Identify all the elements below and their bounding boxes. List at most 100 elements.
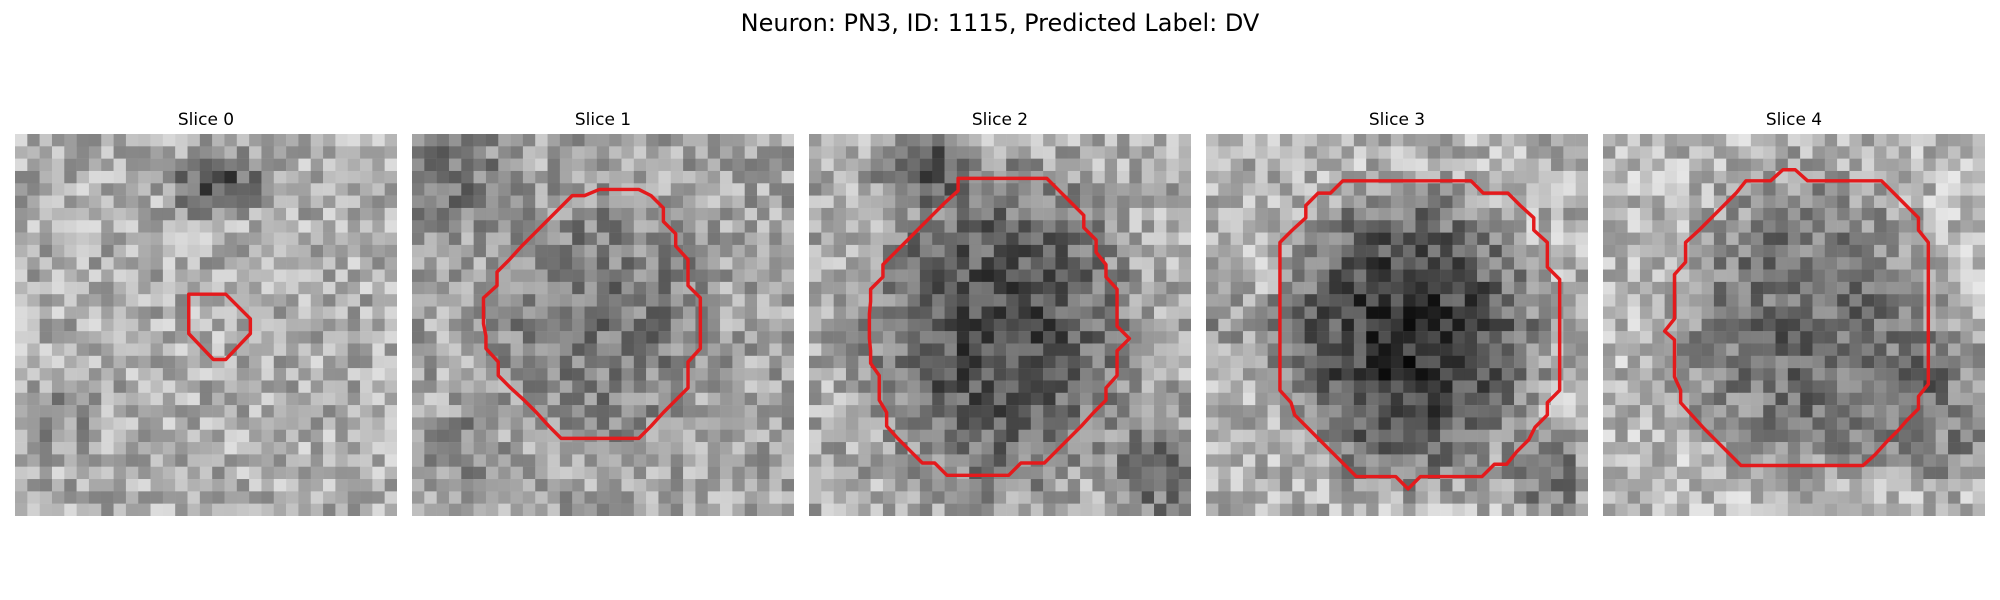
pixel	[707, 269, 721, 283]
pixel	[732, 454, 745, 467]
pixel	[1104, 355, 1118, 369]
pixel	[113, 269, 127, 283]
pixel	[1972, 491, 1985, 504]
cell-contour-0	[187, 292, 253, 362]
pixel	[212, 146, 225, 159]
pixel	[683, 170, 696, 184]
pixel	[732, 232, 745, 246]
pixel	[1452, 207, 1466, 221]
pixel	[1067, 343, 1081, 357]
pixel	[347, 207, 361, 221]
pixel	[572, 294, 585, 307]
pixel	[498, 183, 511, 196]
pixel	[1812, 244, 1826, 258]
pixel	[1563, 134, 1576, 147]
figure-title: Neuron: PN3, ID: 1115, Predicted Label: …	[740, 9, 1260, 37]
pixel	[1129, 429, 1142, 443]
pixel	[51, 207, 65, 221]
pixel	[1178, 368, 1191, 381]
pixel	[535, 195, 548, 209]
pixel	[1415, 417, 1429, 430]
pixel	[1960, 269, 1973, 283]
pixel	[372, 146, 385, 159]
pixel	[1452, 232, 1466, 246]
pixel	[1030, 479, 1044, 492]
pixel	[310, 170, 324, 184]
pixel	[1166, 183, 1179, 196]
pixel	[1615, 220, 1628, 233]
pixel	[1018, 220, 1032, 233]
pixel	[1242, 183, 1256, 196]
pixel	[744, 170, 758, 184]
pixel	[1390, 318, 1404, 332]
pixel	[125, 429, 139, 443]
pixel	[821, 269, 834, 283]
pixel	[1812, 368, 1826, 381]
pixel	[572, 503, 585, 516]
pixel	[1750, 257, 1764, 270]
pixel	[809, 195, 822, 209]
pixel	[769, 281, 782, 295]
pixel	[882, 503, 896, 516]
pixel	[1701, 281, 1715, 295]
pixel	[932, 306, 945, 320]
pixel	[138, 281, 151, 295]
pixel	[1329, 257, 1342, 270]
pixel	[633, 355, 647, 369]
pixel	[1689, 491, 1702, 504]
pixel	[1043, 429, 1056, 443]
pixel	[175, 134, 188, 147]
pixel	[236, 417, 250, 430]
pixel	[1812, 195, 1826, 209]
pixel	[670, 331, 684, 344]
pixel	[1775, 220, 1789, 233]
pixel	[1676, 244, 1690, 258]
pixel	[596, 220, 610, 233]
pixel	[1861, 158, 1875, 172]
pixel	[448, 134, 462, 147]
pixel	[1911, 380, 1924, 394]
pixel	[845, 232, 859, 246]
pixel	[769, 503, 782, 516]
pixel	[1080, 195, 1093, 209]
pixel	[1452, 134, 1466, 147]
pixel	[1837, 368, 1850, 381]
pixel	[212, 195, 225, 209]
pixel	[1378, 454, 1392, 467]
pixel	[969, 158, 982, 172]
pixel	[845, 380, 859, 394]
pixel	[993, 183, 1007, 196]
pixel	[895, 281, 908, 295]
pixel	[1812, 318, 1826, 332]
pixel	[1218, 503, 1231, 516]
pixel	[1329, 380, 1342, 394]
pixel	[1255, 232, 1268, 246]
pixel	[15, 232, 28, 246]
pixel	[15, 331, 28, 344]
pixel	[1911, 442, 1924, 455]
pixel	[1279, 158, 1293, 172]
pixel	[1514, 306, 1527, 320]
pixel	[372, 331, 385, 344]
pixel	[981, 479, 995, 492]
pixel	[1787, 380, 1801, 394]
pixel	[1279, 466, 1293, 480]
pixel	[138, 442, 151, 455]
pixel	[1575, 429, 1588, 443]
pixel	[1067, 134, 1081, 147]
pixel	[1538, 442, 1552, 455]
pixel	[249, 429, 262, 443]
pixel	[1304, 380, 1318, 394]
pixel	[1129, 454, 1142, 467]
pixel	[224, 257, 238, 270]
pixel	[1911, 331, 1924, 344]
pixel	[1230, 355, 1244, 369]
pixel	[993, 331, 1007, 344]
pixel	[1255, 368, 1268, 381]
pixel	[1713, 244, 1727, 258]
pixel	[51, 158, 65, 172]
pixel	[1615, 429, 1628, 443]
pixel	[461, 466, 474, 480]
pixel	[1603, 343, 1616, 357]
pixel	[224, 405, 238, 418]
